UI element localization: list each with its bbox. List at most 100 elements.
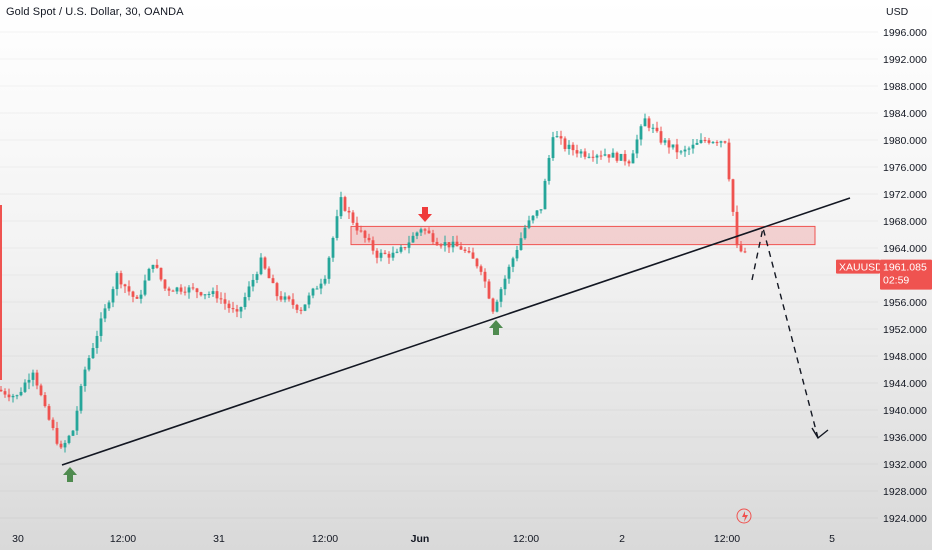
candle-body	[735, 211, 739, 246]
candle-body	[163, 279, 167, 289]
candle-body	[343, 197, 347, 211]
chart-title: Gold Spot / U.S. Dollar, 30, OANDA	[6, 6, 184, 18]
candle-body	[555, 136, 559, 138]
candle-body	[15, 395, 19, 397]
candle-body	[435, 241, 439, 246]
candle-body	[683, 149, 687, 152]
candle-body	[527, 220, 531, 228]
lightning-icon	[736, 508, 752, 524]
candle-body	[459, 246, 463, 250]
x-tick-label: 5	[829, 533, 835, 545]
candle-body	[543, 180, 547, 210]
candle-body	[59, 443, 63, 448]
candle-body	[639, 126, 643, 140]
y-tick-label: 1948.000	[883, 351, 927, 363]
candle-body	[383, 252, 387, 254]
candle-body	[39, 385, 43, 396]
candle-body	[411, 235, 415, 243]
y-tick-label: 1940.000	[883, 405, 927, 417]
y-tick-label: 1964.000	[883, 243, 927, 255]
candle-body	[623, 153, 627, 162]
candle-body	[175, 287, 179, 292]
candle-body	[523, 227, 527, 239]
candle-body	[299, 309, 303, 311]
candle-body	[3, 391, 7, 395]
candle-body	[255, 274, 259, 280]
x-tick-label: 12:00	[312, 533, 338, 545]
candle-body	[559, 136, 563, 139]
candle-body	[31, 372, 35, 380]
candle-body	[75, 410, 79, 431]
candle-body	[99, 318, 103, 336]
candle-body	[323, 278, 327, 284]
candle-body	[55, 428, 59, 444]
candle-body	[627, 161, 631, 164]
candle-body	[327, 257, 331, 279]
candle-body	[51, 419, 55, 429]
candle-body	[427, 230, 431, 234]
candle-body	[259, 257, 263, 275]
candle-body	[743, 251, 747, 253]
candle-body	[575, 150, 579, 154]
candle-body	[43, 395, 47, 407]
candle-body	[187, 287, 191, 293]
candle-body	[311, 288, 315, 296]
candle-body	[663, 140, 667, 143]
candle-body	[703, 139, 707, 141]
candle-body	[183, 291, 187, 293]
candle-body	[375, 250, 379, 258]
candle-body	[647, 118, 651, 128]
candle-body	[95, 335, 99, 349]
x-tick-label: 12:00	[110, 533, 136, 545]
candle-body	[387, 253, 391, 258]
candle-body	[679, 151, 683, 153]
candle-body	[455, 241, 459, 247]
y-tick-label: 1956.000	[883, 297, 927, 309]
candle-body	[535, 210, 539, 216]
candle-body	[363, 230, 367, 238]
y-tick-label: 1928.000	[883, 486, 927, 498]
price-axis: USD 1996.000 1992.000 1988.000 1984.000 1980.…	[836, 6, 932, 525]
candle-body	[431, 233, 435, 242]
candle-body	[547, 158, 551, 181]
candle-body	[723, 141, 727, 143]
resistance-zone-rect	[350, 225, 816, 246]
gridlines	[0, 31, 878, 519]
candle-body	[479, 266, 483, 272]
candle-body	[675, 144, 679, 153]
candle-body	[583, 151, 587, 157]
candle-body	[151, 264, 155, 269]
candle-body	[195, 288, 199, 293]
candle-body	[659, 131, 663, 143]
candle-body	[87, 358, 91, 370]
price-tag-box	[880, 259, 932, 290]
candle-body	[579, 151, 583, 154]
candle-body	[331, 237, 335, 258]
candle-body	[215, 291, 219, 299]
arrow-down-icon	[418, 207, 432, 222]
price-tag-symbol-box	[836, 259, 880, 274]
candle-body	[643, 118, 647, 127]
x-tick-label: 30	[12, 533, 24, 545]
candle-body	[467, 250, 471, 253]
y-tick-label: 1932.000	[883, 459, 927, 471]
candle-body	[651, 127, 655, 129]
candle-body	[231, 308, 235, 310]
candle-body	[587, 156, 591, 158]
candle-body	[611, 152, 615, 158]
candle-body	[155, 264, 159, 268]
candle-body	[491, 298, 495, 312]
candle-body	[391, 252, 395, 258]
candle-body	[199, 292, 203, 296]
projection-arrowhead	[811, 427, 829, 440]
candle-body	[379, 252, 383, 258]
lightning-bolt	[742, 511, 748, 522]
y-tick-label: 1976.000	[883, 162, 927, 174]
candle-body	[123, 284, 127, 287]
candle-body	[359, 230, 363, 232]
candle-body	[47, 406, 51, 420]
candle-body	[351, 212, 355, 223]
candle-body	[115, 273, 119, 290]
candle-body	[279, 296, 283, 300]
